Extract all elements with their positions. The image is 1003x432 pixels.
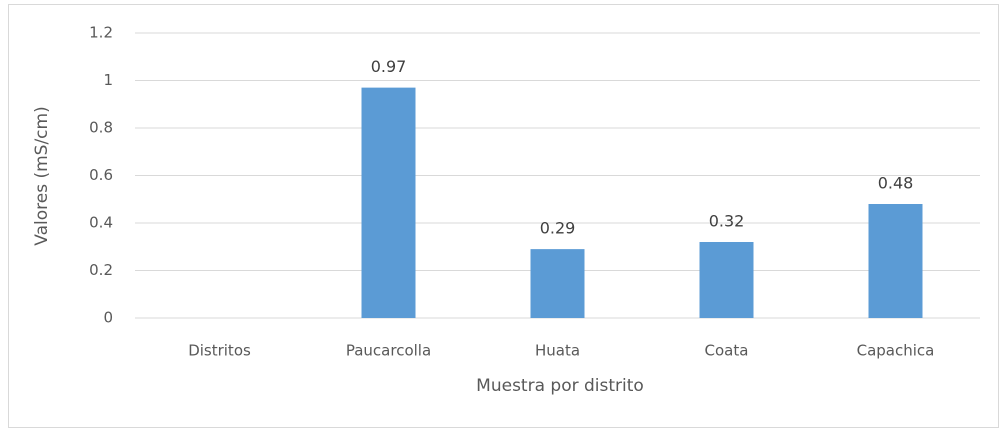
y-tick-label: 1	[103, 71, 113, 89]
x-tick-label: Distritos	[188, 342, 251, 360]
y-tick-label: 0	[103, 309, 113, 327]
y-tick-label: 0.2	[89, 261, 113, 279]
bar	[699, 242, 754, 318]
y-axis-title: Valores (mS/cm)	[32, 106, 52, 245]
y-tick-label: 0.6	[89, 166, 113, 184]
x-tick-label: Huata	[535, 342, 580, 360]
x-tick-label: Paucarcolla	[346, 342, 431, 360]
chart-border	[8, 4, 999, 428]
data-label: 0.97	[371, 57, 407, 76]
data-label: 0.29	[540, 219, 576, 238]
bar	[361, 87, 416, 318]
bar	[530, 249, 585, 318]
y-tick-label: 0.8	[89, 119, 113, 137]
y-tick-label: 1.2	[89, 24, 113, 42]
x-axis-title: Muestra por distrito	[476, 376, 644, 396]
x-tick-label: Capachica	[857, 342, 935, 360]
x-tick-label: Coata	[705, 342, 749, 360]
y-tick-label: 0.4	[89, 214, 113, 232]
data-label: 0.48	[878, 174, 914, 193]
data-label: 0.32	[709, 212, 745, 231]
bar	[868, 204, 923, 318]
